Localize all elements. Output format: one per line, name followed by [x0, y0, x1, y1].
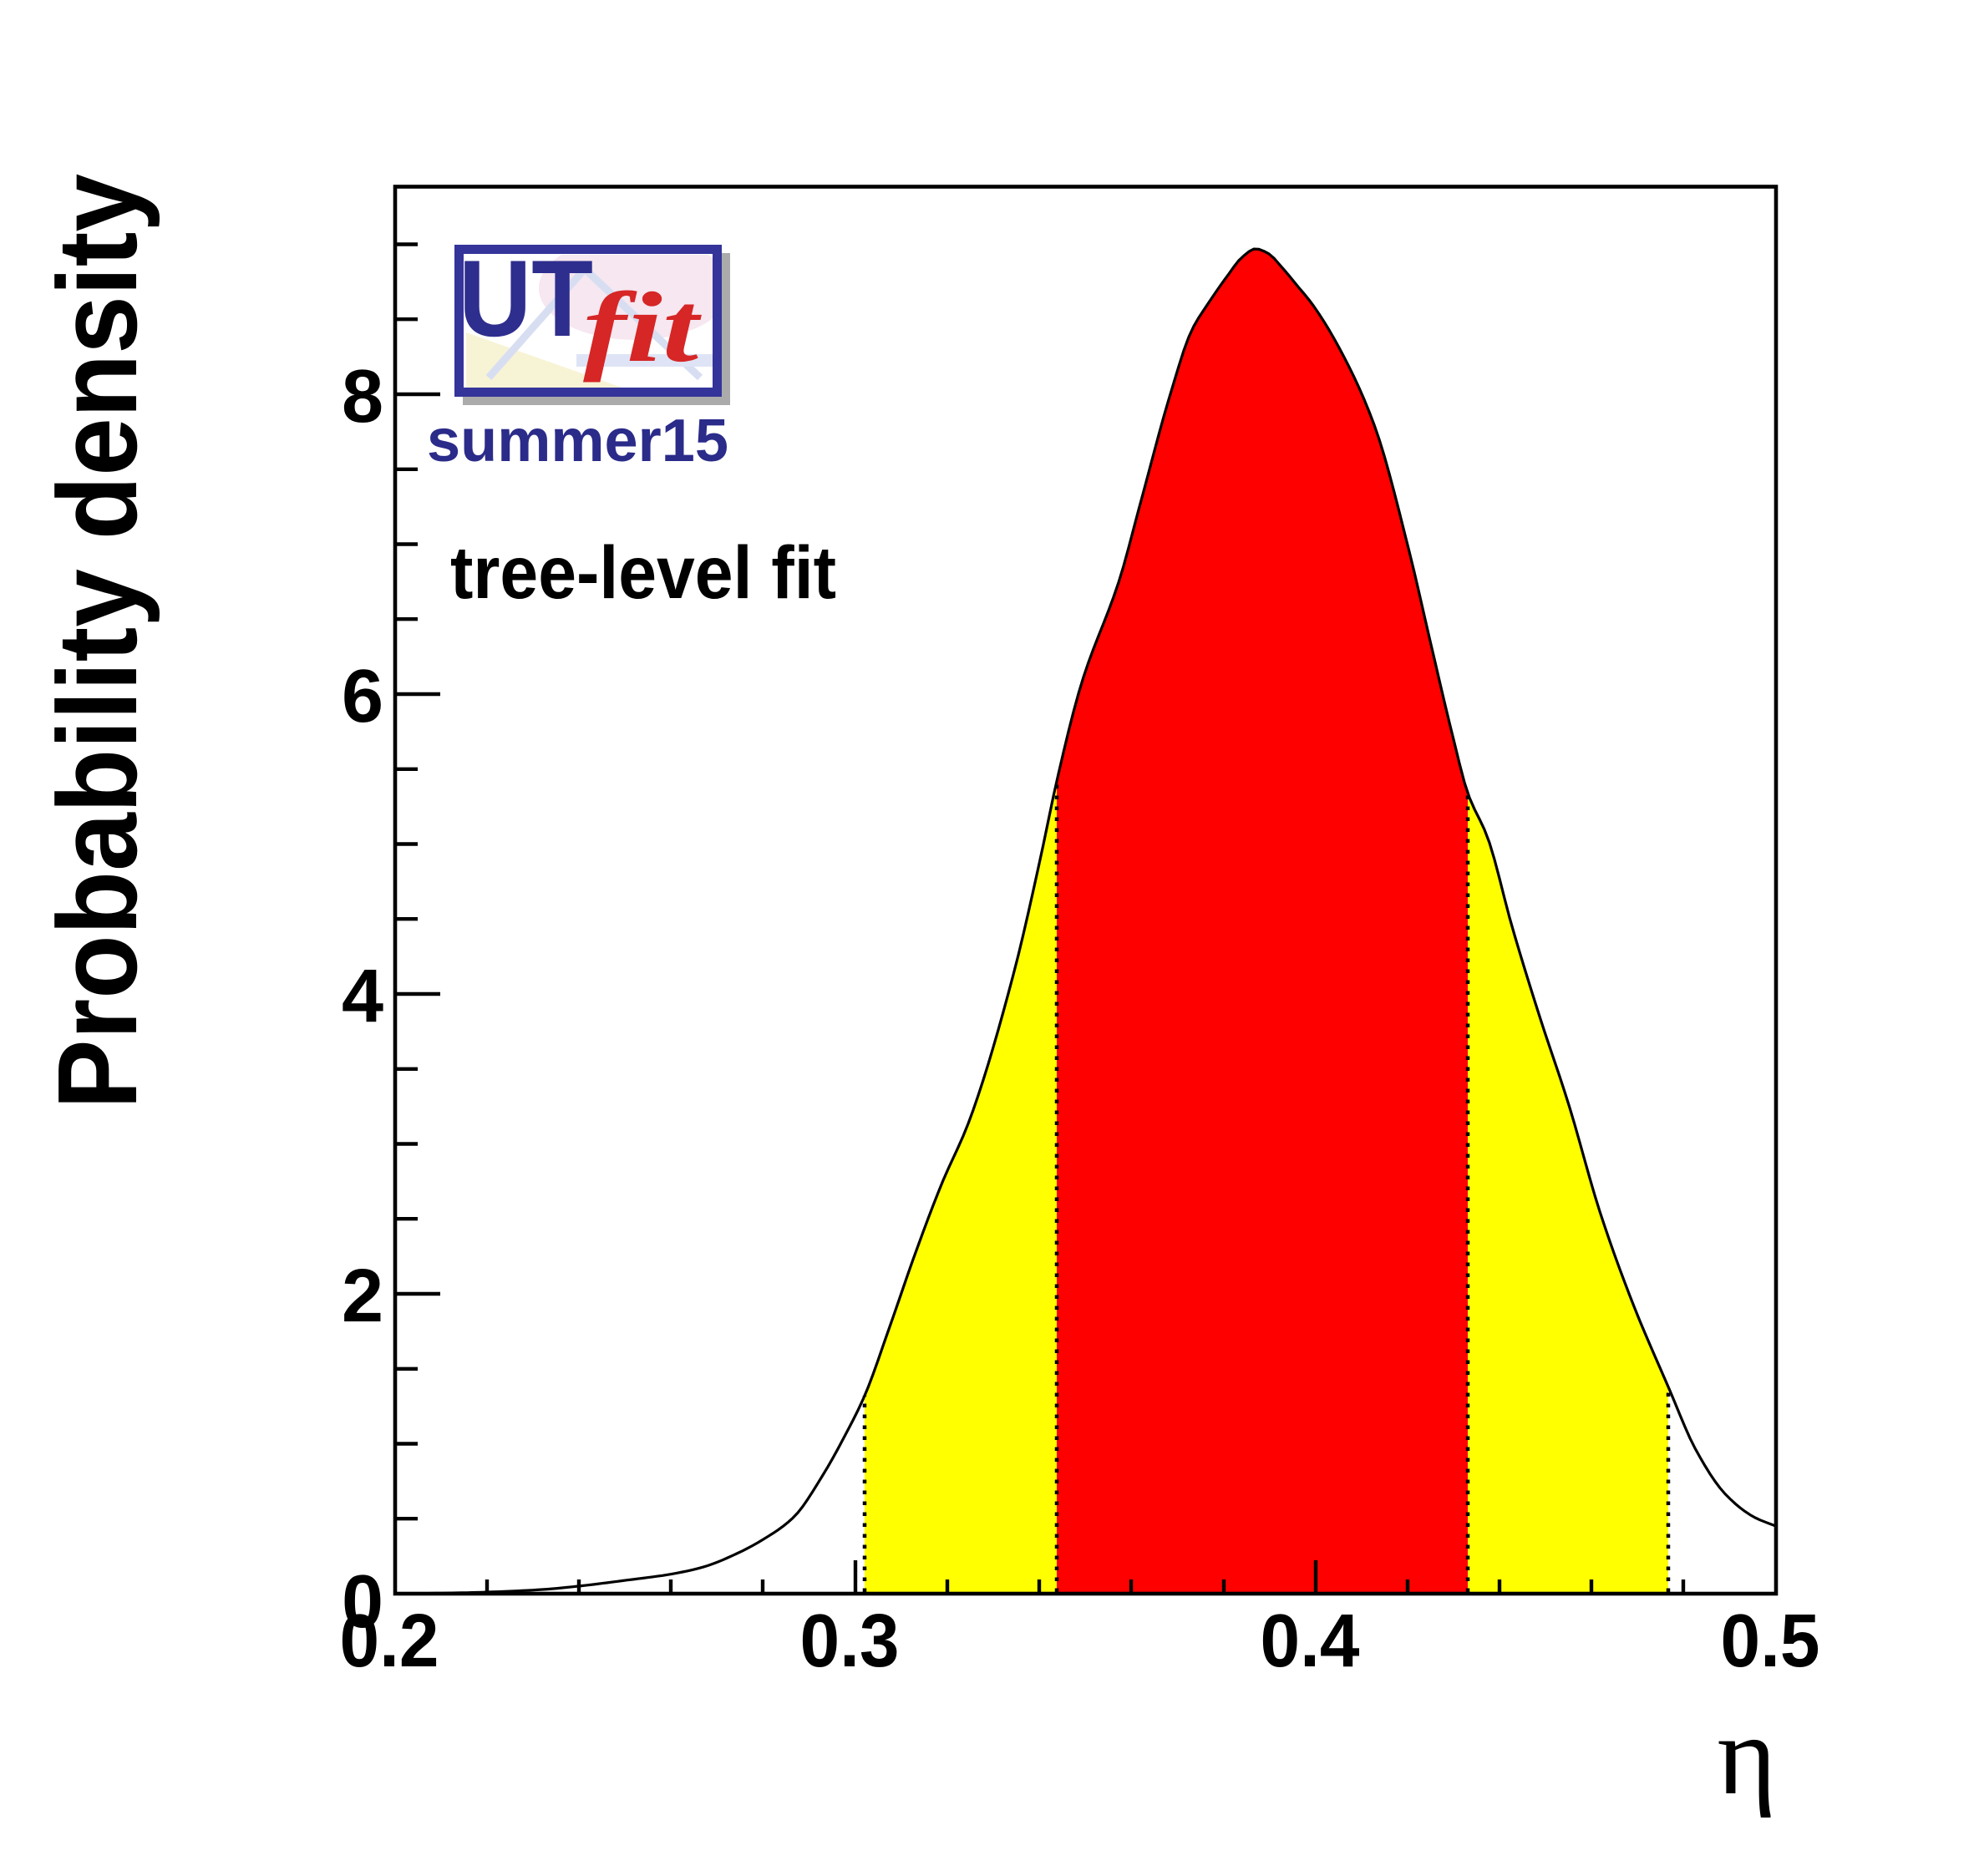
svg-text:6: 6	[342, 655, 383, 738]
svg-text:tree-level fit: tree-level fit	[450, 530, 836, 614]
svg-text:fit: fit	[583, 271, 703, 383]
svg-text:η: η	[1717, 1693, 1776, 1818]
svg-text:UT: UT	[459, 237, 593, 359]
svg-text:2: 2	[342, 1255, 383, 1338]
svg-text:0.2: 0.2	[340, 1600, 439, 1683]
svg-text:summer15: summer15	[427, 408, 728, 474]
svg-text:Probability density: Probability density	[34, 174, 160, 1109]
svg-text:0.3: 0.3	[800, 1600, 900, 1683]
svg-text:0.5: 0.5	[1721, 1600, 1820, 1683]
svg-text:0.4: 0.4	[1261, 1600, 1360, 1683]
svg-text:4: 4	[342, 955, 383, 1038]
svg-text:0: 0	[342, 1560, 383, 1644]
svg-text:8: 8	[342, 355, 383, 439]
